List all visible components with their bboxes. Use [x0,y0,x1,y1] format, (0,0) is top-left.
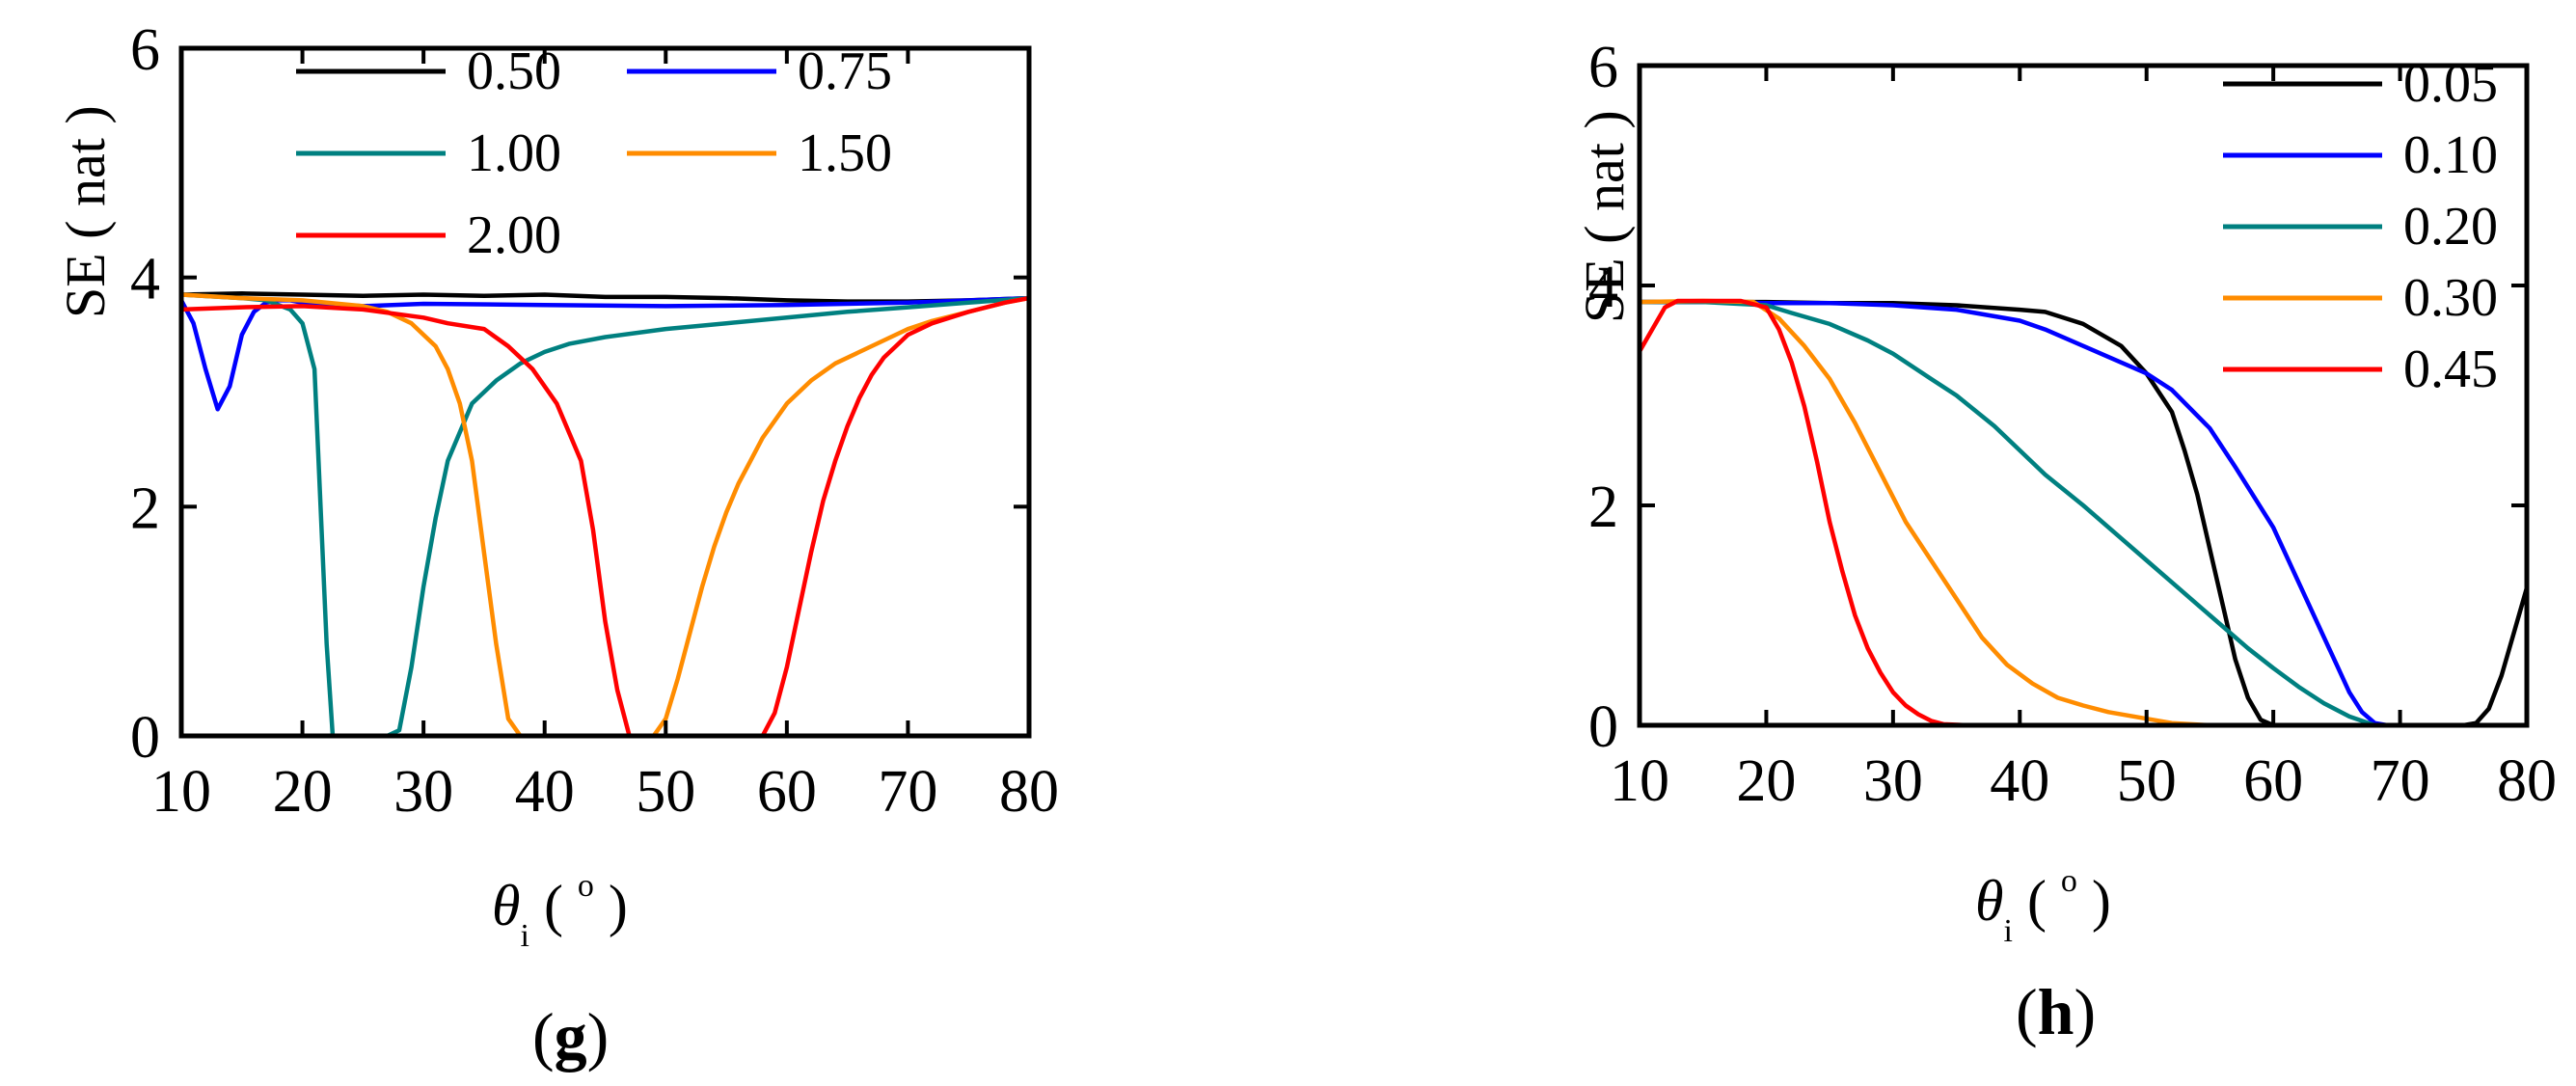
chart-g-legend-label-2.00: 2.00 [467,205,561,265]
chart-g-series-1.00 [180,292,1030,739]
chart-g-legend-label-0.50: 0.50 [467,41,561,101]
chart-h-ytick-label: 2 [1588,475,1618,540]
chart-h-series-0.10 [1640,299,2527,728]
panel-label-h-text: h [2037,975,2074,1048]
chart-g-legend-label-0.75: 0.75 [798,41,892,101]
chart-h-xtick-label: 40 [1990,748,2049,814]
chart-g-series-1.50 [180,292,1030,739]
panel-label-g: (g) [532,999,610,1072]
chart-h-series-0.45 [1638,298,2527,728]
chart-g-xtick-label: 80 [999,759,1059,825]
chart-g-xtick-label: 20 [273,759,333,825]
chart-h-series-0.05 [1640,299,2530,728]
chart-h-plot-frame [1637,63,2530,728]
chart-g-xtick-label: 50 [636,759,695,825]
chart-g-xlabel-open: ( [543,874,563,937]
chart-h-legend-label-0.30: 0.30 [2403,268,2498,328]
chart-h-xtick-label: 20 [1736,748,1796,814]
chart-g-xtick-label: 40 [515,759,575,825]
chart-g-legend-label-1.50: 1.50 [798,123,892,183]
chart-h-xlabel: θi ( o ) [1975,863,2111,949]
chart-h-xlabel-symbol: θ [1975,869,2004,933]
chart-g-xlabel-close: ) [608,874,628,937]
panel-label-h: (h) [2016,975,2097,1048]
chart-h-xtick-label: 30 [1863,748,1923,814]
chart-g-ylabel: SE ( nat ) [54,105,117,318]
chart-h-xtick-label: 70 [2371,748,2430,814]
chart-g-ytick-label: 4 [130,247,160,312]
chart-h-ytick-label: 4 [1588,255,1618,320]
chart-g-legend-label-1.00: 1.00 [467,123,561,183]
chart-h-xlabel-sub: i [2003,913,2013,949]
chart-h-legend-label-0.05: 0.05 [2403,54,2498,114]
panel-label-g-text: g [554,999,587,1072]
chart-g-xtick-label: 70 [878,759,937,825]
chart-g-xlabel-symbol: θ [492,874,521,937]
chart-g-xlabel-sub: i [520,918,529,954]
chart-g-xlabel: θi ( o ) [492,868,628,954]
chart-h-xlabel-open: ( [2026,869,2047,933]
chart-h-xlabel-degree: o [2060,863,2077,899]
chart-h-legend-label-0.20: 0.20 [2403,197,2498,257]
chart-h-series-0.30 [1639,298,2527,728]
chart-g-ytick-label: 6 [130,17,160,83]
chart-h-xlabel-close: ) [2091,869,2111,933]
chart-g-xtick-label: 10 [151,759,211,825]
chart-h-series-0.20 [1640,299,2527,728]
chart-h-xtick-label: 60 [2243,748,2303,814]
chart-h-xtick-label: 80 [2497,748,2557,814]
chart-h-legend-label-0.10: 0.10 [2403,125,2498,185]
chart-h-ytick-label: 6 [1588,35,1618,100]
chart-g-xlabel-degree: o [577,868,594,904]
chart-g-xtick-label: 30 [393,759,453,825]
chart-h-xtick-label: 10 [1610,748,1669,814]
chart-g-ytick-label: 2 [130,475,160,541]
chart-h-legend-label-0.45: 0.45 [2403,339,2498,399]
chart-g-xtick-label: 60 [757,759,817,825]
chart-g-plot-frame [178,45,1032,739]
chart-h-ylabel: SE ( nat ) [1573,110,1636,323]
chart-h-xtick-label: 50 [2117,748,2177,814]
chart-g-ytick-label: 0 [130,705,160,771]
chart-h-ytick-label: 0 [1588,694,1618,760]
